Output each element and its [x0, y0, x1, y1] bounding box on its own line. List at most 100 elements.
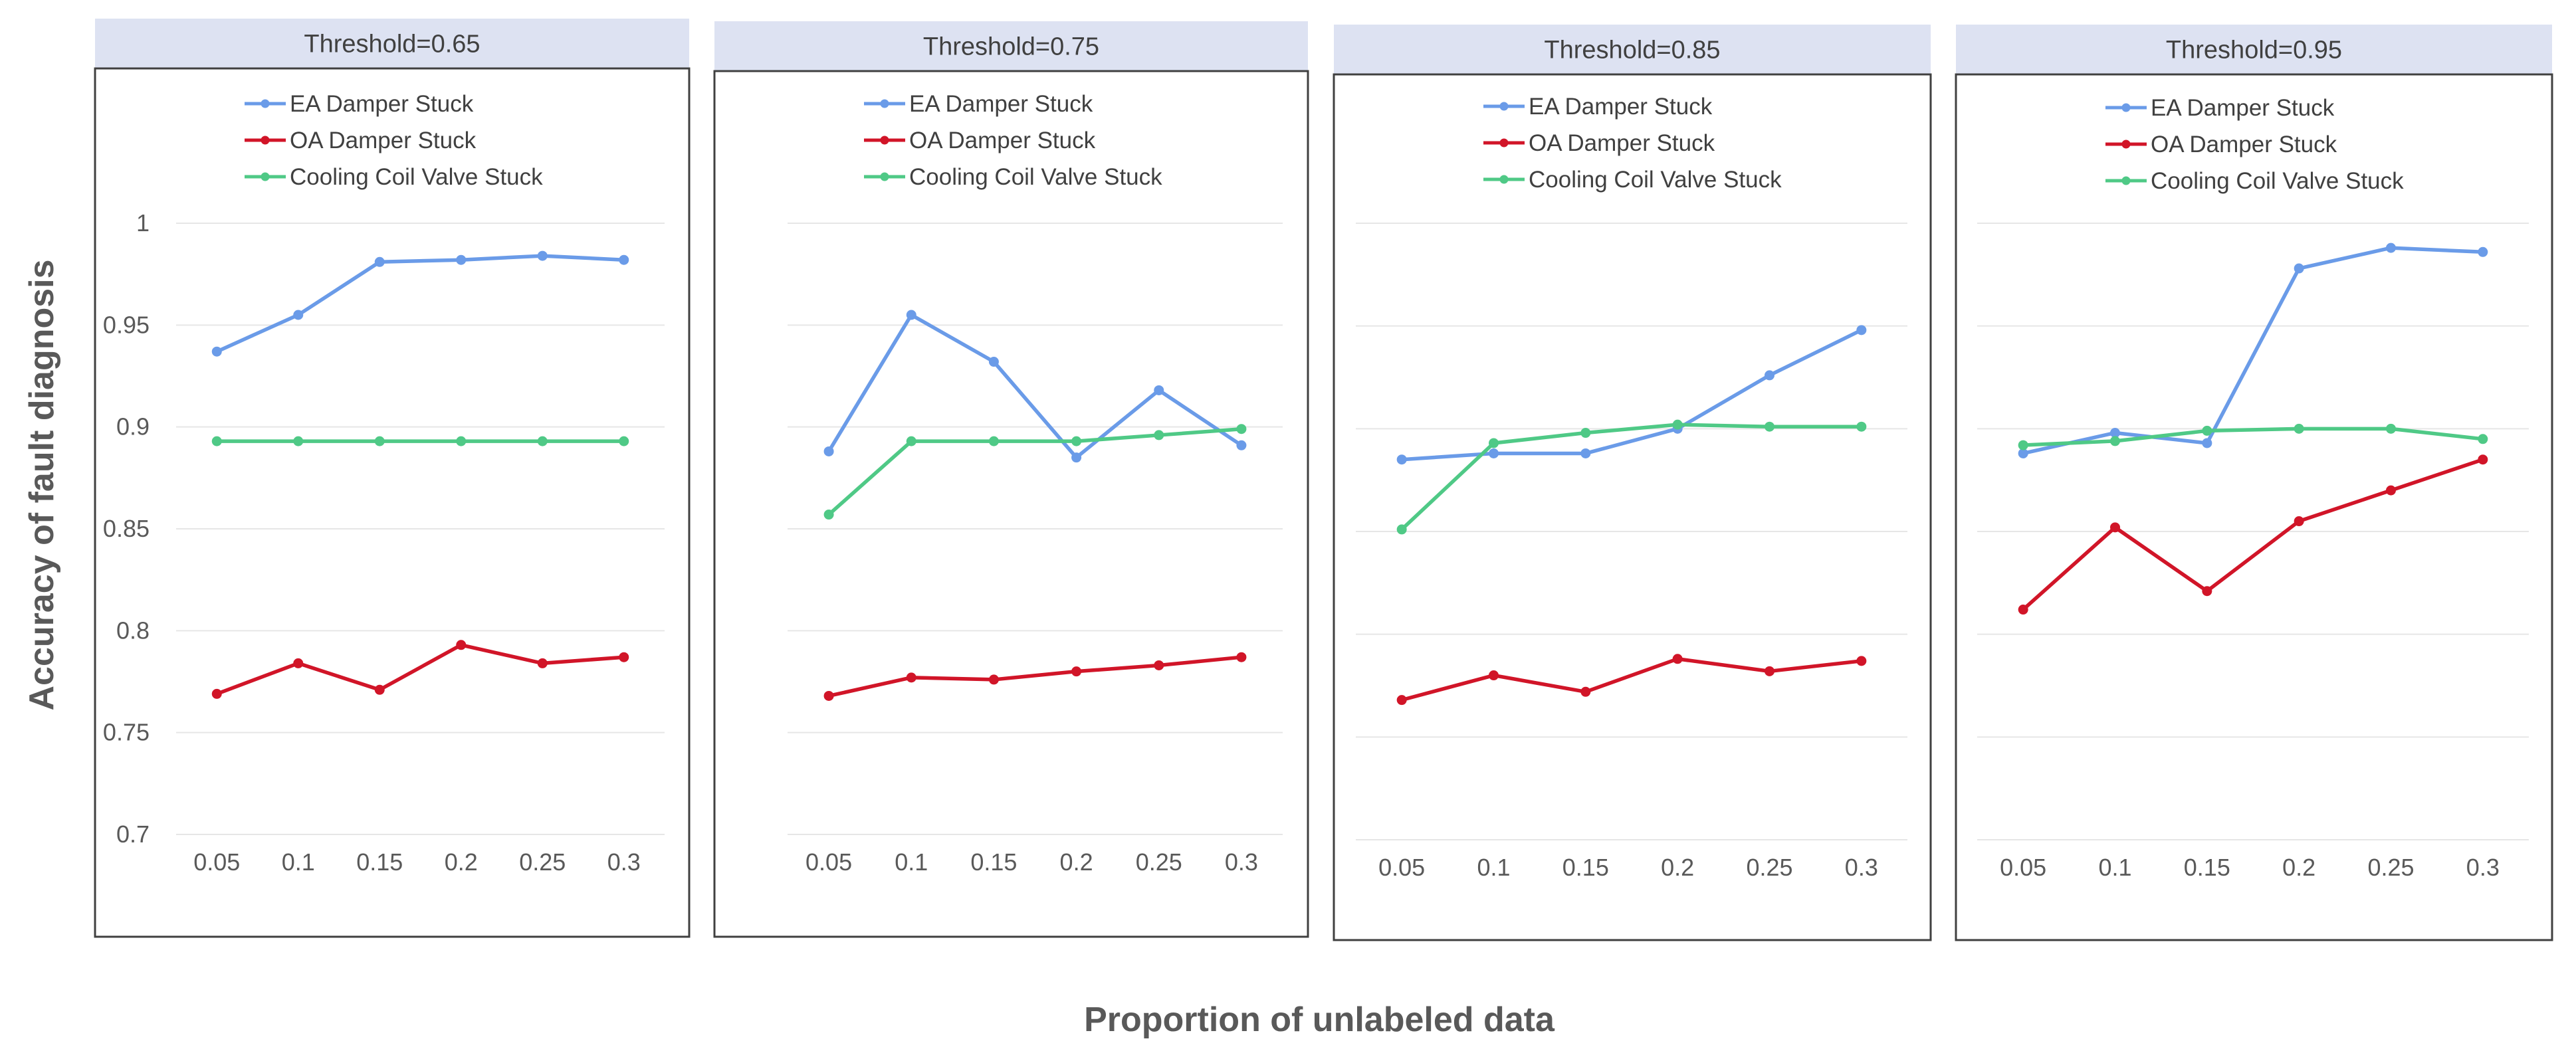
panel-frame — [1955, 73, 2553, 941]
panel-frame — [94, 67, 691, 938]
panel-frame — [1333, 73, 1932, 941]
panel-1: Threshold=0.65 0.7 0.75 0.8 0.85 0.9 0.95 1 0.05… — [94, 19, 691, 938]
data-point — [823, 690, 834, 701]
data-point — [1672, 419, 1683, 430]
panel-frame — [713, 70, 1309, 938]
data-point — [1765, 370, 1774, 381]
legend-label: Cooling Coil Valve Stuck — [1529, 167, 1782, 193]
data-point — [374, 256, 385, 267]
data-point — [988, 357, 999, 367]
x-tick-label: 0.05 — [805, 848, 852, 876]
data-point — [1236, 424, 1247, 434]
x-tick-label: 0.3 — [607, 848, 641, 876]
series-line — [216, 643, 624, 696]
panel-strip — [1956, 25, 2552, 74]
series-line — [1400, 423, 1862, 531]
panel-title: Threshold=0.95 — [2166, 37, 2342, 64]
data-point — [1489, 438, 1499, 448]
panel-title: Threshold=0.85 — [1544, 37, 1720, 64]
data-point — [988, 436, 999, 446]
legend-marker — [880, 136, 889, 145]
data-point — [2386, 242, 2396, 253]
x-tick-label: 0.2 — [445, 848, 478, 876]
panel-title: Threshold=0.75 — [923, 33, 1099, 61]
data-point — [1489, 670, 1499, 681]
x-tick-label: 0.2 — [1060, 848, 1093, 876]
x-tick-label: 0.1 — [895, 848, 928, 876]
x-tick-label: 0.15 — [1562, 854, 1609, 881]
series-line — [1401, 657, 1862, 702]
x-tick-label: 0.25 — [1746, 854, 1792, 881]
data-point — [2478, 434, 2488, 444]
data-point — [374, 684, 385, 695]
data-point — [537, 436, 548, 446]
x-tick-label: 0.3 — [1845, 854, 1878, 881]
data-point — [2478, 454, 2488, 465]
data-point — [211, 436, 222, 446]
series-line — [827, 427, 1242, 516]
x-tick-label: 0.25 — [519, 848, 566, 876]
data-point — [619, 652, 629, 662]
panel-strip — [95, 19, 689, 68]
legend-marker — [261, 136, 270, 145]
data-point — [2110, 522, 2120, 533]
legend-label: Cooling Coil Valve Stuck — [290, 164, 543, 190]
data-point — [2202, 438, 2212, 448]
data-point — [906, 310, 916, 320]
data-point — [1396, 695, 1407, 706]
x-axis-title: Proportion of unlabeled data — [1084, 1001, 1555, 1039]
legend-marker — [1499, 102, 1509, 111]
data-point — [988, 674, 999, 685]
x-tick-label: 0.3 — [2466, 854, 2500, 881]
data-point — [1856, 656, 1867, 666]
panel-2: Threshold=0.75 0.05 0.1 0.15 0.2 0.25 0.3 EA Da… — [713, 21, 1309, 938]
legend-label: Cooling Coil Valve Stuck — [909, 164, 1162, 190]
data-point — [1236, 440, 1247, 450]
data-point — [2386, 423, 2396, 434]
legend-label: OA Damper Stuck — [290, 128, 477, 153]
legend-marker — [2121, 176, 2131, 185]
data-point — [537, 250, 548, 261]
data-point — [2110, 428, 2120, 438]
x-tick-label: 0.25 — [1136, 848, 1182, 876]
data-point — [1672, 654, 1683, 664]
data-point — [374, 436, 385, 446]
panel-4: Threshold=0.95 0.05 0.1 0.15 0.2 0.25 0.3 EA Da… — [1955, 25, 2553, 941]
data-point — [2110, 436, 2120, 446]
data-point — [1154, 660, 1164, 670]
legend-label: EA Damper Stuck — [1529, 94, 1713, 120]
legend-label: EA Damper Stuck — [2151, 95, 2335, 121]
data-point — [1236, 652, 1247, 662]
data-point — [2202, 586, 2212, 597]
series-line — [216, 254, 624, 353]
series-line — [827, 313, 1243, 460]
series-line — [2023, 427, 2484, 447]
y-tick-label: 0.95 — [103, 311, 150, 338]
data-point — [619, 436, 629, 446]
x-tick-label: 0.15 — [970, 848, 1017, 876]
data-point — [2294, 423, 2304, 434]
y-tick-label: 0.8 — [116, 617, 150, 644]
legend-label: EA Damper Stuck — [290, 91, 474, 117]
legend-marker — [2121, 140, 2131, 149]
y-tick-label: 1 — [136, 209, 150, 237]
x-tick-label: 0.05 — [2000, 854, 2046, 881]
y-axis-title: Accuracy of fault diagnosis — [23, 259, 61, 710]
data-point — [1071, 452, 1082, 463]
x-tick-label: 0.2 — [2282, 854, 2315, 881]
data-point — [906, 436, 916, 446]
y-tick-label: 0.75 — [103, 719, 150, 746]
data-point — [1856, 325, 1867, 336]
x-tick-label: 0.1 — [282, 848, 315, 876]
legend-label: OA Damper Stuck — [2151, 132, 2337, 157]
data-point — [293, 310, 304, 320]
data-point — [293, 658, 304, 668]
data-point — [1580, 428, 1591, 438]
data-point — [2478, 246, 2488, 257]
x-tick-label: 0.3 — [1225, 848, 1258, 876]
data-point — [537, 658, 548, 668]
legend-marker — [261, 99, 270, 108]
data-point — [1856, 421, 1867, 432]
data-point — [2294, 516, 2304, 527]
x-tick-label: 0.25 — [2367, 854, 2414, 881]
